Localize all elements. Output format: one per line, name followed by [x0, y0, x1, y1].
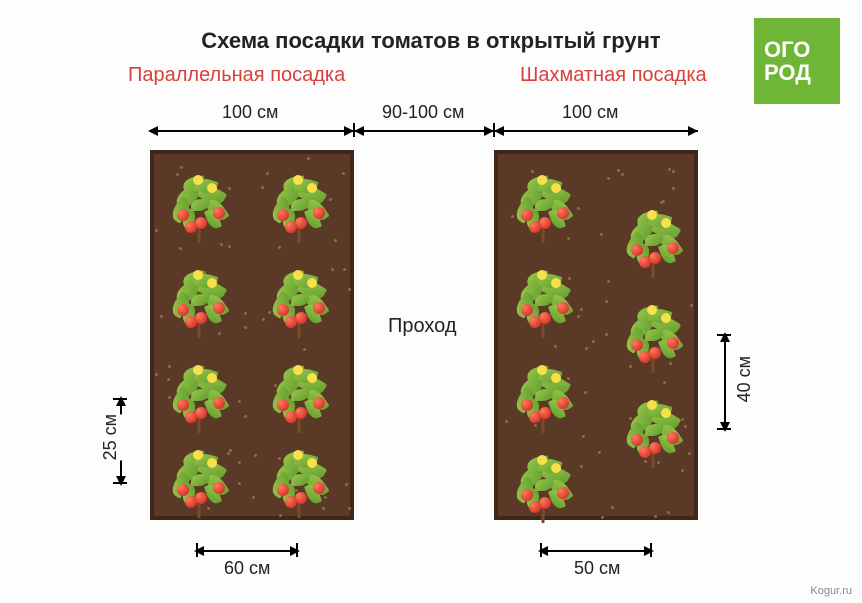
dim-tick [493, 123, 495, 137]
dim-top-right: 100 см [560, 102, 620, 123]
arrow-icon [116, 476, 126, 486]
tomato-plant [165, 169, 233, 237]
tomato-plant [509, 359, 577, 427]
arrow-icon [290, 546, 300, 556]
dim-line [196, 550, 298, 552]
arrow-icon [354, 126, 364, 136]
dim-left-row: 25 см [98, 414, 123, 460]
tomato-plant [619, 299, 687, 367]
arrow-icon [688, 126, 698, 136]
dim-tick [717, 428, 731, 430]
dim-tick [196, 543, 198, 557]
dim-tick [113, 398, 127, 400]
subtitle-chess: Шахматная посадка [520, 64, 707, 87]
aisle-label: Проход [388, 315, 457, 338]
dim-line [540, 550, 652, 552]
dim-tick [353, 123, 355, 137]
dim-right-row: 40 см [732, 356, 757, 402]
dim-left-col: 60 см [222, 558, 272, 579]
dim-top-left: 100 см [220, 102, 280, 123]
dim-top-center: 90-100 см [380, 102, 466, 123]
dim-top-line [150, 130, 698, 132]
tomato-plant [265, 359, 333, 427]
tomato-plant [509, 264, 577, 332]
tomato-plant [265, 444, 333, 512]
tomato-plant [265, 169, 333, 237]
tomato-plant [509, 449, 577, 517]
dim-tick [296, 543, 298, 557]
arrow-icon [494, 126, 504, 136]
dim-tick [717, 334, 731, 336]
dim-tick [113, 482, 127, 484]
dim-tick [540, 543, 542, 557]
tomato-plant [165, 444, 233, 512]
logo-line2: РОД [764, 61, 840, 84]
attribution: Kogur.ru [810, 585, 852, 597]
tomato-plant [165, 359, 233, 427]
subtitle-parallel: Параллельная посадка [128, 64, 345, 87]
arrow-icon [720, 422, 730, 432]
tomato-plant [619, 394, 687, 462]
arrow-icon [148, 126, 158, 136]
dim-tick [650, 543, 652, 557]
arrow-icon [644, 546, 654, 556]
bed-chess [494, 150, 698, 520]
page-title: Схема посадки томатов в открытый грунт [0, 28, 862, 54]
dim-line [724, 334, 726, 430]
tomato-plant [509, 169, 577, 237]
tomato-plant [265, 264, 333, 332]
tomato-plant [165, 264, 233, 332]
dim-right-col: 50 см [572, 558, 622, 579]
tomato-plant [619, 204, 687, 272]
bed-parallel [150, 150, 354, 520]
